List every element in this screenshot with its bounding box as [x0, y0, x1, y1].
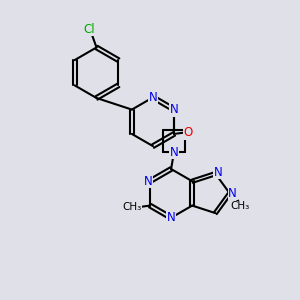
- Text: O: O: [183, 126, 193, 139]
- Text: CH₃: CH₃: [230, 202, 250, 212]
- Text: Cl: Cl: [83, 22, 95, 35]
- Text: N: N: [148, 91, 157, 104]
- Text: N: N: [228, 187, 237, 200]
- Text: N: N: [167, 211, 176, 224]
- Text: N: N: [213, 166, 222, 179]
- Text: CH₃: CH₃: [122, 202, 142, 212]
- Text: N: N: [144, 175, 153, 188]
- Text: N: N: [170, 146, 178, 159]
- Text: N: N: [170, 103, 178, 116]
